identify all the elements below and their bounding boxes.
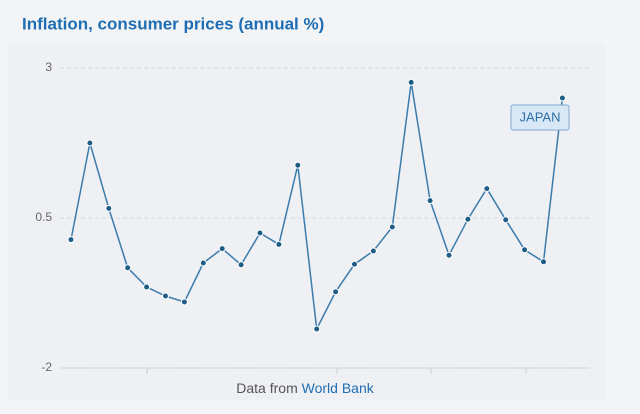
y-tick-label: -2	[41, 360, 52, 374]
data-point	[521, 246, 529, 254]
data-point	[464, 215, 472, 223]
data-point	[502, 216, 510, 224]
data-point	[143, 283, 151, 291]
source-prefix: Data from	[236, 380, 297, 396]
data-point	[256, 229, 264, 237]
source-link[interactable]: World Bank	[302, 380, 375, 396]
data-point	[407, 78, 415, 86]
data-point	[313, 325, 321, 333]
series-label: JAPAN	[510, 104, 570, 131]
data-point	[369, 247, 377, 255]
data-point	[162, 292, 169, 300]
data-point	[218, 245, 226, 253]
data-point	[86, 139, 94, 147]
plot-area	[8, 44, 606, 400]
data-point	[388, 223, 396, 231]
data-point	[275, 240, 283, 248]
data-point	[483, 185, 491, 193]
data-point	[180, 298, 188, 306]
data-point	[558, 94, 566, 102]
data-point	[540, 258, 547, 266]
data-point	[445, 251, 453, 259]
data-point	[332, 288, 340, 296]
data-point	[124, 264, 132, 272]
series-label-text: JAPAN	[520, 109, 561, 124]
source-note: Data from World Bank	[236, 380, 374, 396]
data-point	[426, 197, 434, 205]
data-point	[105, 204, 113, 212]
data-point	[294, 161, 302, 169]
data-point	[67, 236, 75, 244]
series-label-box	[510, 104, 570, 131]
data-point	[199, 259, 207, 267]
chart-title: Inflation, consumer prices (annual %)	[22, 14, 324, 33]
data-point	[351, 260, 358, 268]
y-tick-label: 3	[45, 60, 52, 74]
data-point	[237, 261, 245, 269]
y-tick-label: 0.5	[35, 210, 52, 224]
